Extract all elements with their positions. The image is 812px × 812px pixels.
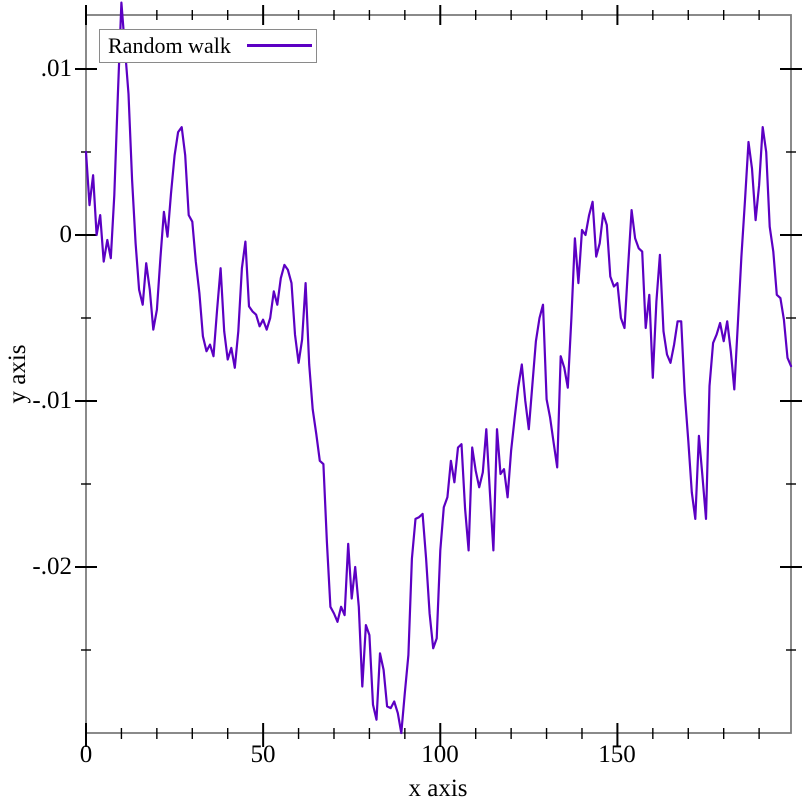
legend-line-sample: [247, 44, 312, 47]
x-tick-label: 50: [250, 741, 276, 768]
x-tick-label: 150: [598, 741, 636, 768]
plot-frame: [85, 14, 792, 734]
y-axis-title: y axis: [4, 344, 31, 404]
y-tick-label: -.01: [32, 387, 72, 414]
y-tick-label: .01: [40, 55, 72, 82]
random-walk-line: [84, 1, 793, 735]
y-tick-label: 0: [59, 221, 73, 248]
x-tick-label: 100: [421, 741, 459, 768]
legend-box: Random walk: [99, 29, 317, 63]
x-axis-title: x axis: [408, 775, 468, 802]
x-tick-label: 0: [79, 741, 93, 768]
legend-label: Random walk: [108, 33, 231, 58]
y-tick-label: -.02: [32, 553, 72, 580]
